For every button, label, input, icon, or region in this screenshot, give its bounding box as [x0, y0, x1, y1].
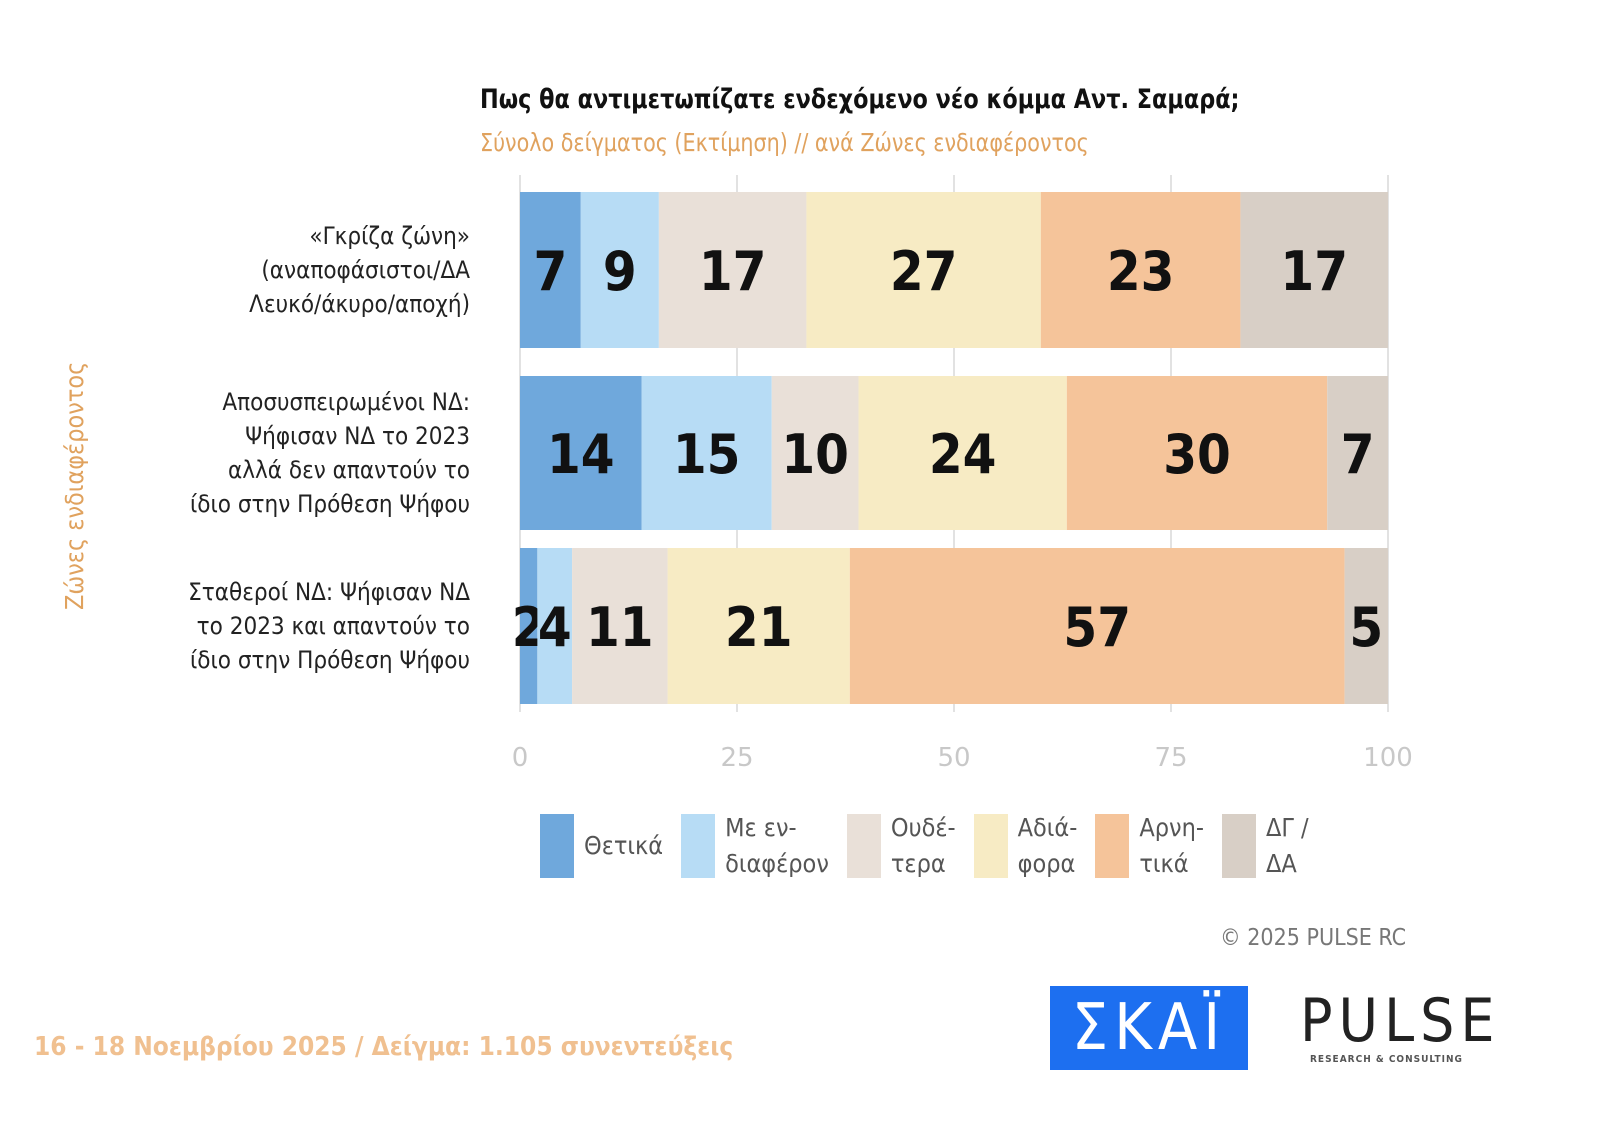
- bar-segment: [1327, 376, 1388, 530]
- bar-segment: [771, 376, 859, 530]
- bar-segment: [1040, 192, 1241, 348]
- data-label: 24: [929, 423, 997, 486]
- data-label: 10: [781, 423, 849, 486]
- legend-label: ΔΓ / ΔΑ: [1265, 813, 1309, 878]
- data-label: 30: [1163, 423, 1231, 486]
- legend-label: Αδιά- φορα: [1017, 813, 1078, 878]
- legend-swatch: [846, 814, 881, 878]
- data-label: 7: [533, 240, 567, 303]
- bar-segment: [520, 548, 538, 704]
- bar-segment: [1344, 548, 1388, 704]
- bar-segment: [849, 548, 1345, 704]
- legend-label: Αρνη- τικά: [1139, 813, 1204, 878]
- x-tick-label: 0: [512, 743, 529, 773]
- legend-item: Αδιά- φορα: [973, 810, 1078, 882]
- bar-segment: [858, 376, 1067, 530]
- category-label-line: «Γκρίζα ζώνη»: [309, 222, 470, 250]
- data-label: 14: [547, 423, 615, 486]
- legend-swatch: [1095, 814, 1130, 878]
- data-label: 4: [538, 596, 572, 659]
- data-label: 17: [1280, 240, 1348, 303]
- data-label: 17: [699, 240, 767, 303]
- category-label-line: (αναποφάσιστοι/ΔΑ: [261, 256, 470, 284]
- legend-label: Θετικά: [584, 831, 664, 860]
- x-tick-label: 75: [1154, 743, 1187, 773]
- skai-logo: ΣΚΑΪ: [1050, 986, 1248, 1070]
- bar-segment: [520, 192, 581, 348]
- chart-title: Πως θα αντιμετωπίζατε ενδεχόμενο νέο κόμ…: [480, 84, 1240, 115]
- data-label: 9: [603, 240, 637, 303]
- legend-item: ΔΓ / ΔΑ: [1221, 810, 1309, 882]
- category-label-line: Ψήφισαν ΝΔ το 2023: [245, 422, 470, 450]
- bar-segment: [1066, 376, 1328, 530]
- data-label: 27: [890, 240, 958, 303]
- category-label: «Γκρίζα ζώνη» (αναποφάσιστοι/ΔΑ Λευκό/άκυρ…: [249, 219, 470, 321]
- bar-segment: [580, 192, 659, 348]
- data-label: 15: [673, 423, 741, 486]
- footer-sample-info: 16 - 18 Νοεμβρίου 2025 / Δείγμα: 1.105 σ…: [34, 1032, 734, 1062]
- x-tick-label: 50: [937, 743, 970, 773]
- legend-swatch: [973, 814, 1008, 878]
- legend-item: Με εν- διαφέρον: [681, 810, 829, 882]
- bar-segment: [667, 548, 850, 704]
- category-label-line: αλλά δεν απαντούν το: [227, 456, 470, 484]
- bar-segment: [1240, 192, 1388, 348]
- data-label: 11: [586, 596, 654, 659]
- data-label: 21: [725, 596, 793, 659]
- pulse-logo: PULSE: [1300, 986, 1501, 1056]
- bar-segment: [658, 192, 807, 348]
- category-label-line: Σταθεροί ΝΔ: Ψήφισαν ΝΔ: [188, 578, 470, 606]
- category-label: Σταθεροί ΝΔ: Ψήφισαν ΝΔ το 2023 και απαντ…: [188, 575, 470, 677]
- bar-segment: [806, 192, 1041, 348]
- bar-segment: [537, 548, 573, 704]
- bar-segment: [572, 548, 668, 704]
- legend-swatch: [1221, 814, 1256, 878]
- category-label-line: ίδιο στην Πρόθεση Ψήφου: [189, 646, 470, 674]
- legend-swatch: [681, 814, 716, 878]
- legend-swatch: [540, 814, 574, 878]
- data-label: 23: [1107, 240, 1175, 303]
- legend-item: Θετικά: [540, 810, 663, 882]
- category-label: Αποσυσπειρωμένοι ΝΔ: Ψήφισαν ΝΔ το 2023 αλ…: [190, 385, 470, 521]
- data-label: 5: [1349, 596, 1383, 659]
- chart-subtitle: Σύνολο δείγματος (Εκτίμηση) // ανά Ζώνες…: [480, 128, 1089, 157]
- category-label-line: Αποσυσπειρωμένοι ΝΔ:: [222, 388, 470, 416]
- legend-item: Αρνη- τικά: [1095, 810, 1204, 882]
- data-label: 7: [1341, 423, 1375, 486]
- legend: Θετικά Με εν- διαφέρον Ουδέ- τερα Αδιά- φορ…: [540, 810, 1309, 882]
- copyright: © 2025 PULSE RC: [1220, 925, 1407, 951]
- legend-label: Με εν- διαφέρον: [725, 813, 829, 878]
- x-tick-label: 25: [720, 743, 753, 773]
- category-label-line: Λευκό/άκυρο/αποχή): [249, 290, 470, 318]
- legend-item: Ουδέ- τερα: [846, 810, 956, 882]
- pulse-logo-subtitle: RESEARCH & CONSULTING: [1310, 1054, 1463, 1065]
- bar-segment: [641, 376, 772, 530]
- bar-segment: [520, 376, 642, 530]
- category-label-line: το 2023 και απαντούν το: [196, 612, 470, 640]
- legend-label: Ουδέ- τερα: [890, 813, 956, 878]
- data-label: 57: [1063, 596, 1131, 659]
- category-label-line: ίδιο στην Πρόθεση Ψήφου: [189, 490, 470, 518]
- x-tick-label: 100: [1363, 743, 1413, 773]
